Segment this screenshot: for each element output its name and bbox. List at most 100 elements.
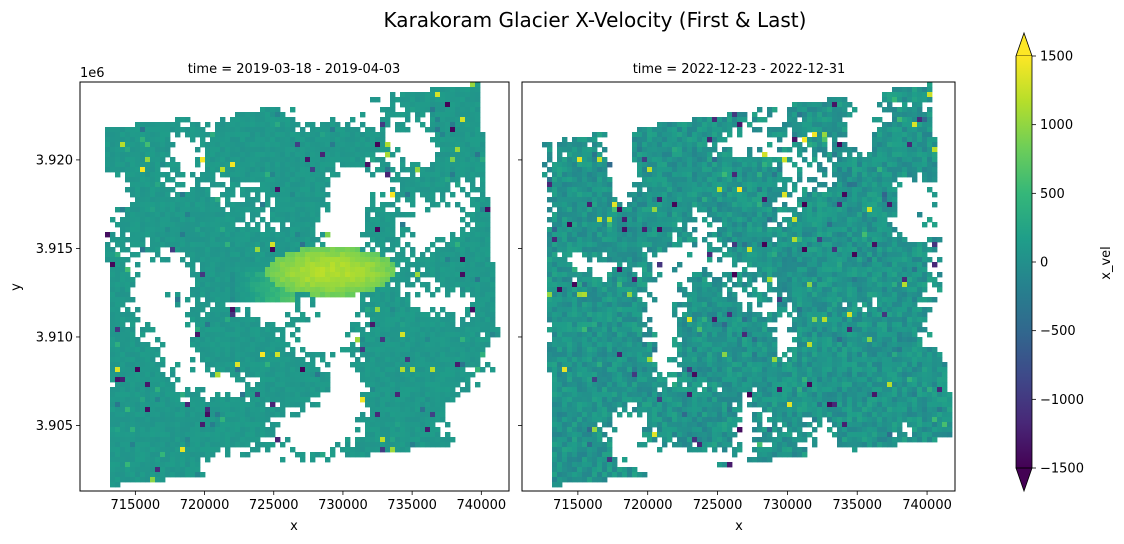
heatmap-cell [165,382,171,388]
heatmap-cell [335,272,341,278]
heatmap-cell [345,262,351,268]
heatmap-cell [195,457,201,463]
heatmap-cell [180,257,186,263]
heatmap-cell [932,177,938,183]
heatmap-cell [285,262,291,268]
heatmap-cell [135,442,141,448]
heatmap-cell [370,262,376,268]
heatmap-cell [325,287,331,293]
heatmap-cell [250,362,256,368]
heatmap-cell [105,127,111,133]
heatmap-cell [190,467,196,473]
heatmap-cell [395,122,401,128]
heatmap-cell [450,162,456,168]
heatmap-cell [285,247,291,253]
heatmap-cell [420,442,426,448]
heatmap-cell [205,197,211,203]
heatmap-cell [255,142,261,148]
heatmap-cell [240,147,246,153]
heatmap-cell [390,222,396,228]
heatmap-cell [135,387,141,393]
heatmap-cell [455,102,461,108]
heatmap-cell [305,282,311,288]
heatmap-cell [225,262,231,268]
heatmap-cell [150,172,156,178]
heatmap-cell [295,137,301,143]
heatmap-cell [200,127,206,133]
heatmap-cell [847,152,853,158]
heatmap-cell [747,157,753,163]
heatmap-cell [145,202,151,208]
heatmap-cell [310,187,316,193]
heatmap-cell [185,222,191,228]
heatmap-cell [280,357,286,363]
heatmap-cell [737,172,743,178]
heatmap-cell [902,107,908,113]
heatmap-cell [240,337,246,343]
heatmap-cell [330,352,336,358]
heatmap-cell [877,177,883,183]
heatmap-cell [195,302,201,308]
heatmap-cell [300,142,306,148]
heatmap-cell [110,267,116,273]
heatmap-cell [390,427,396,433]
heatmap-cell [170,207,176,213]
heatmap-cell [470,142,476,148]
heatmap-cell [185,437,191,443]
heatmap-cell [200,452,206,458]
heatmap-cell [390,217,396,223]
heatmap-cell [155,202,161,208]
heatmap-cell [120,362,126,368]
heatmap-cell [125,362,131,368]
heatmap-cell [692,137,698,143]
heatmap-cell [465,142,471,148]
heatmap-cell [445,132,451,138]
heatmap-cell [285,242,291,248]
heatmap-cell [395,112,401,118]
heatmap-cell [380,392,386,398]
heatmap-cell [485,362,491,368]
heatmap-cell [872,197,878,203]
heatmap-cell [897,137,903,143]
heatmap-cell [440,152,446,158]
heatmap-cell [370,382,376,388]
heatmap-cell [712,172,718,178]
heatmap-cell [400,362,406,368]
heatmap-cell [255,387,261,393]
heatmap-cell [912,137,918,143]
heatmap-cell [375,392,381,398]
heatmap-cell [140,247,146,253]
heatmap-cell [420,402,426,408]
heatmap-cell [405,342,411,348]
heatmap-cell [150,442,156,448]
heatmap-cell [125,422,131,428]
heatmap-cell [355,147,361,153]
heatmap-cell [190,262,196,268]
heatmap-cell [552,167,558,173]
heatmap-cell [370,247,376,253]
heatmap-cell [837,197,843,203]
heatmap-cell [165,422,171,428]
heatmap-cell [260,132,266,138]
heatmap-cell [290,197,296,203]
heatmap-cell [777,162,783,168]
heatmap-cell [205,142,211,148]
heatmap-cell [465,192,471,198]
heatmap-cell [300,247,306,253]
heatmap-cell [470,232,476,238]
heatmap-cell [295,362,301,368]
heatmap-cell [677,172,683,178]
heatmap-cell [205,177,211,183]
heatmap-cell [380,217,386,223]
heatmap-cell [445,87,451,93]
y-tick-label: 3.910 [36,330,73,345]
heatmap-cell [485,232,491,238]
heatmap-cell [692,167,698,173]
heatmap-cell [642,137,648,143]
heatmap-cell [857,152,863,158]
heatmap-cell [330,162,336,168]
heatmap-cell [140,332,146,338]
heatmap-cell [490,277,496,283]
heatmap-cell [380,142,386,148]
heatmap-cell [125,462,131,468]
